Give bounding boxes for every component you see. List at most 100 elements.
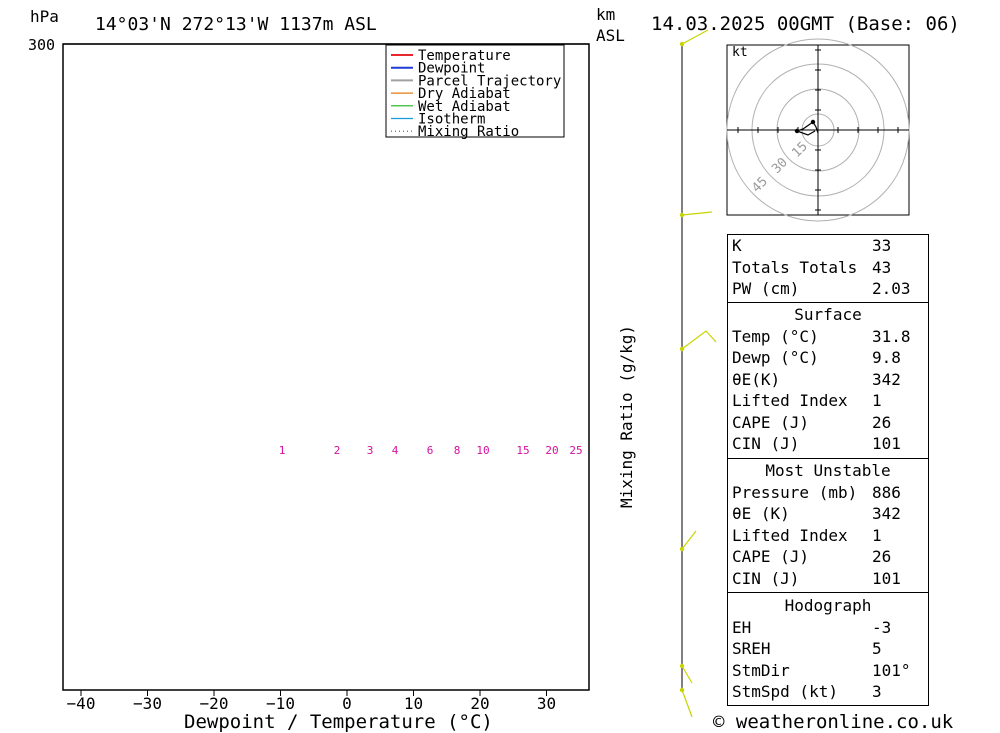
mu-label: Lifted Index: [732, 525, 848, 545]
surface-label: CAPE (J): [732, 412, 810, 432]
hodo-row: EH -3: [728, 617, 928, 639]
surface-title: Surface: [794, 305, 862, 325]
basic-value: 33: [872, 236, 892, 256]
km-unit-label: km: [596, 5, 615, 24]
mixing-ratio-label: 25: [569, 444, 582, 457]
basic-label: K: [732, 236, 742, 256]
mixing-ratio-axis-title: Mixing Ratio (g/kg): [617, 325, 636, 508]
hodo-row: SREH 5: [728, 638, 928, 660]
location-title: 14°03'N 272°13'W 1137m ASL: [95, 14, 377, 35]
surface-value: 31.8: [872, 326, 911, 346]
mixing-ratio-label: 20: [545, 444, 558, 457]
legend-entry: Parcel Trajectory: [418, 73, 561, 89]
axis-labels: 1234681015202530035040045050055060065070…: [28, 36, 583, 713]
hodo-label: EH: [732, 617, 752, 637]
mu-value: 101: [872, 568, 901, 588]
mu-value: 342: [872, 504, 901, 524]
surface-row: Dewp (°C) 9.8: [728, 347, 928, 369]
mixing-ratio-label: 10: [476, 444, 489, 457]
wind-barb: [681, 530, 697, 550]
basic-row: PW (cm) 2.03: [728, 278, 928, 300]
surface-value: 101: [872, 434, 901, 454]
x-tick-label: 20: [470, 694, 489, 713]
wet-adiabat-line: [0, 0, 180, 85]
pressure-unit-label: hPa: [30, 7, 59, 26]
surface-label: Dewp (°C): [732, 348, 819, 368]
surface-value: 26: [872, 412, 892, 432]
surface-row: CAPE (J) 26: [728, 412, 928, 434]
basic-row: Totals Totals 43: [728, 257, 928, 279]
mu-row: Pressure (mb) 886: [728, 482, 928, 504]
basic-value: 2.03: [872, 279, 911, 299]
surface-table: Surface Temp (°C) 31.8 Dewp (°C) 9.8 θE(K) 34…: [728, 304, 928, 455]
mixing-ratio-label: 2: [334, 444, 341, 457]
hodo-value: 3: [872, 682, 882, 702]
basic-indices-table: K 33 Totals Totals 43 PW (cm) 2.03: [728, 235, 928, 300]
basic-label: PW (cm): [732, 279, 800, 299]
most-unstable-table: Most Unstable Pressure (mb) 886 θE (K) 342 L…: [728, 460, 928, 589]
mu-row: CIN (J) 101: [728, 568, 928, 590]
mu-label: Pressure (mb): [732, 482, 858, 502]
most-unstable-title: Most Unstable: [765, 461, 891, 481]
wet-adiabat-line: [0, 0, 428, 85]
wind-barb: [681, 665, 693, 684]
surface-value: 1: [872, 391, 882, 411]
hodograph-table: Hodograph EH -3 SREH 5 StmDir 101° StmSpd (kt)…: [728, 595, 928, 703]
x-tick-label: 10: [404, 694, 423, 713]
mixing-ratio-label: 1: [279, 444, 286, 457]
mu-row: Lifted Index 1: [728, 525, 928, 547]
wet-adiabat-line: [0, 0, 145, 85]
surface-row: CIN (J) 101: [728, 433, 928, 455]
hodo-row: StmDir 101°: [728, 660, 928, 682]
legend-entry: Wet Adiabat: [418, 99, 511, 115]
hodo-label: SREH: [732, 639, 771, 659]
mixing-ratio-label: 6: [427, 444, 434, 457]
wet-adiabat-line: [0, 0, 393, 85]
indices-panel: K 33 Totals Totals 43 PW (cm) 2.03 Surface Te…: [727, 234, 929, 706]
surface-label: Temp (°C): [732, 326, 819, 346]
mu-row: CAPE (J) 26: [728, 546, 928, 568]
surface-row: Lifted Index 1: [728, 390, 928, 412]
hodograph-title: Hodograph: [784, 596, 872, 616]
surface-value: 342: [872, 369, 901, 389]
asl-unit-label: ASL: [596, 26, 625, 45]
hodo-row: StmSpd (kt) 3: [728, 681, 928, 703]
surface-row: θE(K) 342: [728, 369, 928, 391]
isotherm-line: [0, 0, 447, 85]
mixing-ratio-label: 8: [454, 444, 461, 457]
x-tick-label: −30: [133, 694, 162, 713]
legend-entry: Isotherm: [418, 112, 485, 128]
wind-barb: [681, 330, 717, 350]
surface-value: 9.8: [872, 348, 901, 368]
hodograph-point: [794, 128, 800, 134]
plot-frame: [62, 43, 590, 691]
dry-adiabat-line: [0, 0, 8, 60]
legend-entry: Dewpoint: [418, 61, 485, 77]
mu-value: 26: [872, 547, 892, 567]
wind-barb: [681, 29, 709, 45]
legend-entry: Dry Adiabat: [418, 86, 511, 102]
x-tick-label: 30: [537, 694, 556, 713]
hodo-value: 101°: [872, 660, 911, 680]
copyright: © weatheronline.co.uk: [713, 711, 954, 733]
hodograph-point: [810, 119, 816, 125]
basic-row: K 33: [728, 235, 928, 257]
mixing-ratio-label: 15: [516, 444, 529, 457]
x-tick-label: 0: [342, 694, 352, 713]
hodograph-unit: kt: [732, 45, 748, 60]
basic-label: Totals Totals: [732, 257, 858, 277]
wind-barb: [681, 211, 713, 216]
mu-label: CIN (J): [732, 568, 800, 588]
x-axis-title: Dewpoint / Temperature (°C): [184, 711, 493, 733]
surface-row: Temp (°C) 31.8: [728, 326, 928, 348]
datetime-title: 14.03.2025 00GMT (Base: 06): [651, 13, 960, 35]
basic-value: 43: [872, 257, 892, 277]
surface-label: θE(K): [732, 369, 781, 389]
mu-value: 1: [872, 525, 882, 545]
hodo-value: -3: [872, 617, 892, 637]
legend-entry: Temperature: [418, 48, 511, 64]
mu-label: θE (K): [732, 504, 790, 524]
